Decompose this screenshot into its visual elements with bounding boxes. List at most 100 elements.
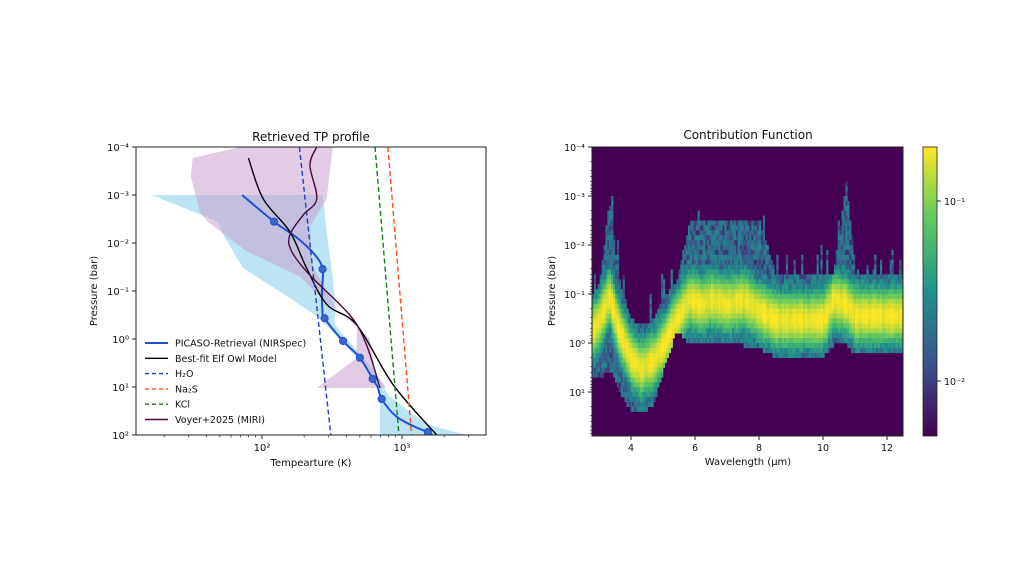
heatmap-cell	[845, 308, 848, 314]
heatmap-cell	[592, 333, 595, 339]
heatmap-cell	[709, 235, 712, 241]
heatmap-cell	[603, 245, 606, 251]
heatmap-cell	[755, 284, 758, 290]
heatmap-cell	[676, 313, 679, 319]
heatmap-cell	[593, 284, 597, 290]
heatmap-cell	[801, 352, 804, 358]
heatmap-cell	[824, 289, 827, 295]
heatmap-cell	[657, 338, 660, 344]
heatmap-cell	[615, 357, 618, 363]
heatmap-cell	[753, 254, 756, 260]
heatmap-cell	[824, 313, 827, 319]
heatmap-cell	[760, 323, 764, 329]
heatmap-cell	[716, 220, 719, 226]
heatmap-cell	[782, 328, 785, 334]
heatmap-cell	[862, 328, 865, 334]
heatmap-cell	[764, 343, 767, 349]
heatmap-cell	[814, 328, 817, 334]
heatmap-cell	[605, 298, 608, 305]
heatmap-cell	[860, 298, 863, 305]
heatmap-cell	[689, 249, 693, 256]
heatmap-cell	[663, 347, 666, 354]
heatmap-cell	[753, 235, 756, 241]
heatmap-cell	[885, 274, 888, 280]
heatmap-cell	[695, 240, 698, 246]
heatmap-cell	[670, 303, 673, 309]
heatmap-cell	[613, 308, 616, 314]
heatmap-cell	[870, 318, 873, 324]
heatmap-cell	[855, 298, 858, 305]
heatmap-cell	[776, 308, 779, 314]
heatmap-cell	[866, 303, 869, 309]
heatmap-cell	[709, 264, 712, 270]
heatmap-cell	[864, 338, 867, 344]
heatmap-cell	[741, 249, 744, 256]
heatmap-cell	[766, 259, 769, 265]
heatmap-cell	[755, 254, 758, 260]
heatmap-cell	[693, 279, 696, 285]
heatmap-cell	[830, 323, 833, 329]
heatmap-cell	[701, 294, 704, 300]
heatmap-cell	[862, 318, 865, 324]
heatmap-cell	[897, 303, 900, 309]
heatmap-cell	[714, 294, 717, 300]
heatmap-cell	[768, 254, 771, 260]
heatmap-cell	[626, 377, 629, 383]
heatmap-cell	[615, 352, 618, 358]
heatmap-cell	[814, 274, 817, 280]
heatmap-cell	[607, 352, 610, 358]
heatmap-cell	[636, 392, 639, 398]
heatmap-cell	[805, 279, 808, 285]
heatmap-cell	[822, 343, 825, 349]
heatmap-cell	[722, 289, 725, 295]
heatmap-cell	[787, 318, 790, 324]
heatmap-cell	[816, 338, 819, 344]
heatmap-cell	[778, 294, 781, 300]
heatmap-cell	[609, 298, 612, 305]
heatmap-cell	[728, 245, 731, 251]
heatmap-cell	[851, 303, 854, 309]
heatmap-cell	[709, 249, 712, 256]
heatmap-cell	[595, 318, 598, 324]
heatmap-cell	[736, 240, 739, 246]
heatmap-cell	[724, 264, 727, 270]
heatmap-cell	[734, 313, 737, 319]
heatmap-cell	[688, 328, 691, 334]
heatmap-cell	[755, 343, 758, 349]
heatmap-cell	[797, 298, 800, 305]
heatmap-cell	[776, 313, 779, 319]
heatmap-cell	[711, 313, 714, 319]
heatmap-cell	[893, 328, 896, 334]
heatmap-cell	[899, 347, 902, 354]
heatmap-cell	[745, 323, 748, 329]
heatmap-cell	[724, 323, 727, 329]
heatmap-cell	[805, 323, 808, 329]
heatmap-cell	[841, 274, 844, 280]
heatmap-cell	[839, 249, 842, 256]
heatmap-cell	[791, 298, 794, 305]
heatmap-cell	[801, 343, 804, 349]
heatmap-cell	[858, 284, 861, 290]
heatmap-cell	[697, 245, 700, 251]
heatmap-cell	[611, 357, 614, 363]
heatmap-cell	[801, 264, 804, 270]
heatmap-cell	[791, 323, 794, 329]
heatmap-cell	[693, 235, 696, 241]
heatmap-cell	[872, 328, 875, 334]
heatmap-cell	[595, 338, 598, 344]
heatmap-cell	[864, 298, 867, 305]
heatmap-cell	[622, 382, 625, 388]
heatmap-cell	[853, 308, 856, 314]
heatmap-cell	[847, 249, 850, 256]
heatmap-cell	[874, 347, 877, 354]
heatmap-cell	[711, 289, 714, 295]
heatmap-cell	[613, 347, 616, 354]
heatmap-cell	[680, 318, 683, 324]
heatmap-cell	[797, 284, 800, 290]
heatmap-cell	[770, 264, 773, 270]
heatmap-cell	[668, 318, 671, 324]
heatmap-cell	[768, 308, 771, 314]
heatmap-cell	[849, 240, 852, 246]
heatmap-cell	[593, 323, 597, 329]
heatmap-cell	[762, 294, 765, 300]
